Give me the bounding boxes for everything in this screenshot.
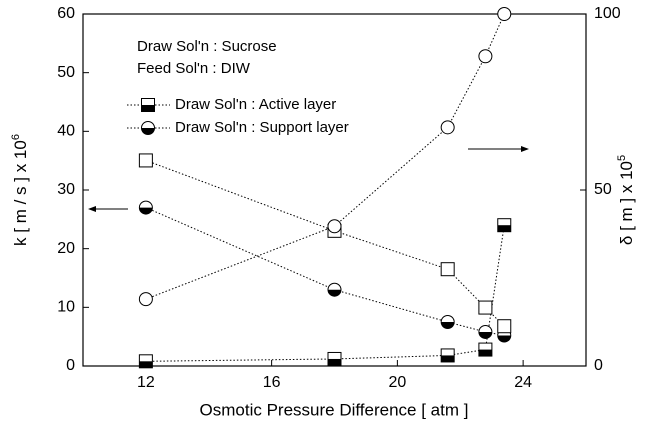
marker-bg [139, 153, 153, 167]
marker-border [478, 324, 493, 339]
marker [440, 120, 455, 135]
annotation: Draw Sol'n : Sucrose [137, 38, 277, 55]
marker [138, 200, 153, 215]
marker-border [141, 121, 155, 135]
marker-border [327, 282, 342, 297]
marker-half [441, 322, 455, 329]
marker-border [138, 153, 153, 168]
x-tick-label: 12 [137, 374, 155, 391]
marker [478, 324, 493, 339]
marker-bg [441, 262, 455, 276]
y-tick-label: 40 [57, 123, 75, 140]
marker-border [440, 262, 455, 277]
y2-tick-label: 0 [594, 357, 603, 374]
marker-border [497, 218, 512, 233]
y2-tick-label: 50 [594, 181, 612, 198]
marker-border [440, 315, 455, 329]
marker-border [440, 120, 455, 135]
y-tick-label: 10 [57, 299, 75, 316]
marker-border [440, 348, 455, 363]
x-tick-label: 24 [514, 374, 532, 391]
marker-border [327, 351, 342, 366]
marker [138, 153, 153, 168]
y-label-text: k [ m / s ] x 10 [11, 140, 30, 246]
marker-bg [478, 49, 492, 63]
arrow-right [468, 146, 529, 152]
marker-half [478, 349, 492, 357]
marker [478, 49, 493, 64]
marker-half [497, 335, 511, 342]
marker-border [478, 300, 493, 315]
marker-half [497, 225, 511, 232]
marker [327, 282, 342, 297]
marker [478, 300, 493, 315]
arrow-left [88, 206, 128, 212]
x-tick-label: 20 [388, 374, 406, 391]
y-tick-label: 60 [57, 5, 75, 22]
marker-border [497, 319, 512, 334]
marker-bg [441, 120, 455, 134]
marker-border [141, 98, 155, 112]
marker-bg [478, 301, 492, 315]
y2-tick-label: 100 [594, 5, 621, 22]
marker-bg [328, 219, 341, 233]
y2-label-text: δ [ m ] x 10 [617, 161, 636, 245]
marker-border [138, 200, 153, 215]
series-line [145, 13, 505, 300]
marker-border [478, 49, 493, 64]
marker-half [141, 128, 155, 135]
marker-half [139, 361, 153, 368]
marker-border [497, 7, 512, 21]
x-tick-label: 16 [263, 374, 281, 391]
marker [497, 218, 512, 233]
marker [141, 98, 155, 112]
marker-half [139, 207, 153, 215]
x-axis-label: Osmotic Pressure Difference [ atm ] [200, 400, 469, 419]
y2-label-sup: 5 [616, 155, 628, 161]
marker [478, 342, 493, 357]
legend-label: Draw Sol'n : Support layer [175, 119, 349, 136]
y-label-sup: 6 [10, 134, 22, 140]
marker-bg [139, 292, 153, 306]
y2-axis-label: δ [ m ] x 105 [616, 155, 637, 245]
marker [440, 315, 455, 329]
marker-half [478, 331, 492, 339]
series-line [145, 159, 505, 327]
marker [497, 7, 512, 21]
y-axis-label: k [ m / s ] x 106 [10, 134, 31, 246]
marker [440, 262, 455, 277]
marker-half [141, 105, 155, 112]
y-tick-label: 50 [57, 64, 75, 81]
marker-border [478, 342, 493, 357]
marker-half [328, 358, 341, 366]
marker-half [328, 289, 341, 297]
y-tick-label: 30 [57, 181, 75, 198]
marker [497, 319, 512, 334]
y-tick-label: 20 [57, 240, 75, 257]
marker [327, 351, 342, 366]
marker-half [441, 355, 455, 362]
marker [440, 348, 455, 363]
marker-border [138, 354, 153, 369]
marker-border [327, 219, 342, 234]
annotation: Feed Sol'n : DIW [137, 60, 251, 77]
marker-border [138, 292, 153, 307]
marker [327, 219, 342, 234]
marker [138, 292, 153, 307]
marker-bg [497, 319, 511, 333]
legend-label: Draw Sol'n : Active layer [175, 96, 336, 113]
y-tick-label: 0 [66, 357, 75, 374]
series-line [145, 225, 505, 362]
marker [138, 354, 153, 369]
marker [141, 121, 155, 135]
marker-bg [497, 7, 511, 21]
